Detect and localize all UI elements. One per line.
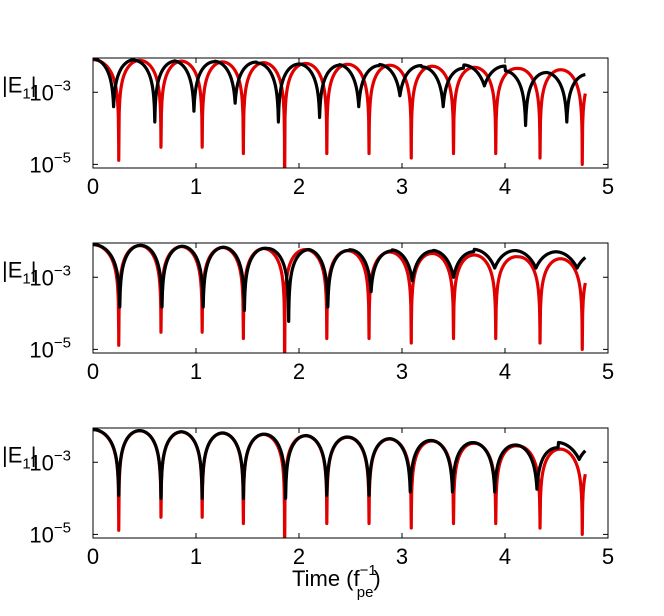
x-tick-label: 5 [602,359,614,384]
x-tick-label: 2 [293,174,305,199]
x-tick-label: 3 [396,544,408,569]
x-tick-label: 1 [190,359,202,384]
x-tick-label: 5 [602,174,614,199]
y-tick-label: 10−3 [29,262,71,290]
x-tick-label: 3 [396,174,408,199]
series-line-red [93,428,587,538]
axes-box [92,242,609,354]
x-tick-label: 1 [190,174,202,199]
y-tick-label: 10−3 [29,77,71,105]
series-line-black [93,243,587,323]
x-tick-label: 4 [499,359,511,384]
x-tick-label: 0 [87,359,99,384]
y-tick-label: 10−5 [29,149,71,177]
x-tick-label: 3 [396,359,408,384]
x-tick-label: 0 [87,544,99,569]
x-axis-label: Time (f−1 pe) [292,562,381,601]
series-line-red [93,58,587,168]
y-tick-label: 10−3 [29,447,71,475]
y-axis-label: |E1| [2,72,36,102]
y-tick-label: 10−5 [29,334,71,362]
y-tick-label: 10−5 [29,519,71,547]
series-line-black [93,428,587,500]
x-tick-label: 4 [499,174,511,199]
y-axis-label: |E1| [2,442,36,472]
series-line-black [93,58,587,128]
axes-box [92,57,609,169]
x-tick-label: 1 [190,544,202,569]
axes-box [92,427,609,539]
panel-3: 0 1 2 3 4 5 10−3 10−5 |E1| Time (f−1 pe) [2,427,614,601]
x-tick-label: 0 [87,174,99,199]
panel-2: 0 1 2 3 4 5 10−3 10−5 |E1| [2,242,614,384]
x-tick-label: 2 [293,359,305,384]
x-tick-label: 5 [602,544,614,569]
x-tick-label: 4 [499,544,511,569]
y-axis-label: |E1| [2,257,36,287]
panel-1: 0 1 2 3 4 5 10−3 10−5 |E1| [2,57,614,199]
x-tick-label: 2 [293,544,305,569]
